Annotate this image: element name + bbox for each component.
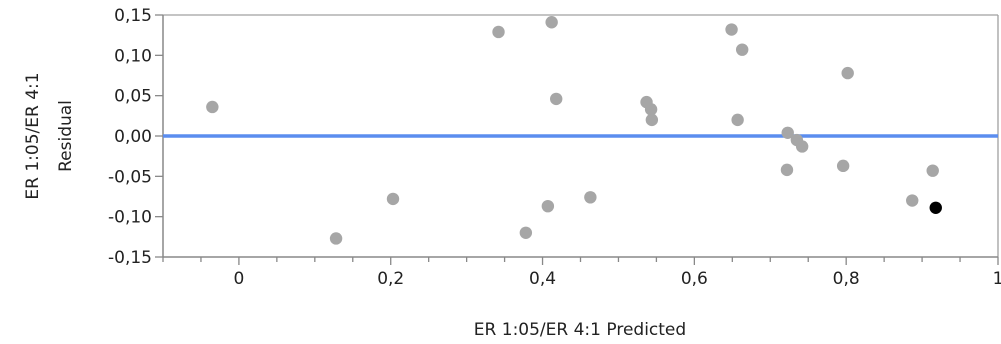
y-axis-title-line2: Residual bbox=[56, 100, 76, 172]
data-point[interactable] bbox=[735, 43, 749, 56]
y-tick-label: 0,15 bbox=[114, 6, 152, 26]
y-tick-label: 0,05 bbox=[114, 87, 152, 107]
highlighted-data-point[interactable] bbox=[929, 201, 942, 214]
data-point[interactable] bbox=[550, 92, 563, 106]
x-axis-title: ER 1:05/ER 4:1 Predicted bbox=[474, 320, 686, 340]
data-point[interactable] bbox=[386, 192, 400, 206]
y-tick-label: -0,10 bbox=[108, 208, 152, 228]
data-points bbox=[206, 16, 942, 245]
data-point[interactable] bbox=[781, 126, 794, 139]
data-point[interactable] bbox=[926, 164, 939, 177]
data-point[interactable] bbox=[492, 25, 505, 39]
x-axis-ticks: 0 0,2 0,4 0,6 0,8 1 bbox=[162, 257, 1001, 289]
data-point[interactable] bbox=[329, 232, 343, 245]
data-point[interactable] bbox=[731, 113, 744, 127]
x-tick-label: 0 bbox=[233, 269, 244, 289]
data-point[interactable] bbox=[206, 100, 219, 114]
data-point[interactable] bbox=[545, 16, 558, 29]
data-point[interactable] bbox=[519, 226, 533, 239]
y-axis-ticks: 0,15 0,10 0,05 0,00 -0,05 -0,10 -0,15 bbox=[108, 6, 163, 268]
x-tick-label: 0,6 bbox=[681, 269, 708, 289]
data-point[interactable] bbox=[795, 140, 809, 153]
data-point[interactable] bbox=[836, 159, 850, 173]
data-point[interactable] bbox=[645, 113, 659, 127]
y-tick-label: -0,15 bbox=[108, 248, 152, 268]
data-point[interactable] bbox=[906, 194, 919, 207]
y-axis-title-line1: ER 1:05/ER 4:1 bbox=[23, 72, 43, 199]
x-tick-label: 1 bbox=[993, 269, 1001, 289]
y-tick-label: 0,10 bbox=[114, 46, 152, 66]
y-tick-label: -0,05 bbox=[108, 167, 152, 187]
data-point[interactable] bbox=[584, 191, 597, 204]
data-point[interactable] bbox=[780, 163, 794, 177]
x-tick-label: 0,8 bbox=[833, 269, 860, 289]
data-point[interactable] bbox=[541, 199, 555, 213]
x-tick-label: 0,4 bbox=[529, 269, 556, 289]
data-point[interactable] bbox=[725, 23, 738, 36]
data-point[interactable] bbox=[644, 103, 658, 116]
data-point[interactable] bbox=[841, 66, 854, 80]
x-tick-label: 0,2 bbox=[377, 269, 404, 289]
y-tick-label: 0,00 bbox=[114, 127, 152, 147]
